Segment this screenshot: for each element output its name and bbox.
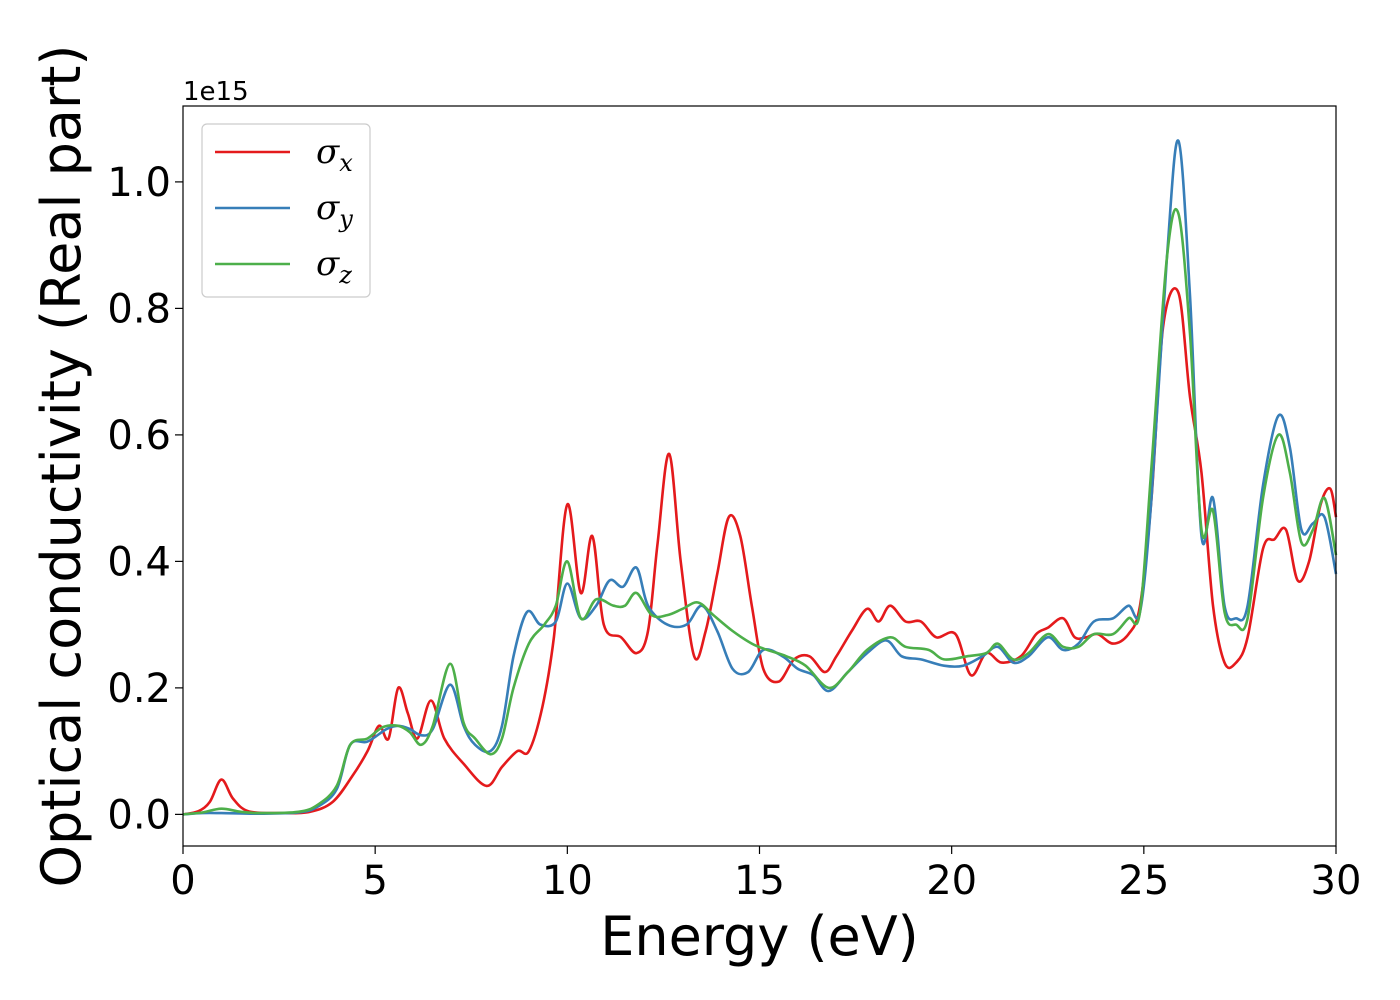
y-tick-label: 0.4 <box>107 539 171 585</box>
y-tick-label: 0.6 <box>107 413 171 459</box>
y-offset-label: 1e15 <box>183 77 249 107</box>
legend-label-z: σz <box>316 244 352 289</box>
y-tick-label: 0.2 <box>107 666 171 712</box>
x-tick-label: 30 <box>1311 858 1362 904</box>
legend-label-x: σx <box>316 132 353 177</box>
x-axis-label: Energy (eV) <box>600 905 919 968</box>
x-tick-label: 15 <box>734 858 785 904</box>
y-tick-label: 1.0 <box>107 160 171 206</box>
y-axis-label: Optical conductivity (Real part) <box>30 45 93 888</box>
y-tick-label: 0.0 <box>107 792 171 838</box>
series-line-x <box>182 287 1338 816</box>
series-line-z <box>182 207 1338 816</box>
y-axis-ticks: 0.0 0.2 0.4 0.6 0.8 1.0 <box>107 160 183 838</box>
legend-label-y: σy <box>316 188 353 233</box>
legend: σx σy σz <box>201 123 371 298</box>
legend-box <box>201 123 371 298</box>
series-layer <box>182 139 1338 816</box>
x-tick-label: 0 <box>170 858 195 904</box>
x-axis-ticks: 0 5 10 15 20 25 30 <box>170 846 1361 904</box>
x-tick-label: 10 <box>542 858 593 904</box>
y-tick-label: 0.8 <box>107 286 171 332</box>
x-tick-label: 20 <box>926 858 977 904</box>
x-tick-label: 25 <box>1118 858 1169 904</box>
x-tick-label: 5 <box>362 858 387 904</box>
